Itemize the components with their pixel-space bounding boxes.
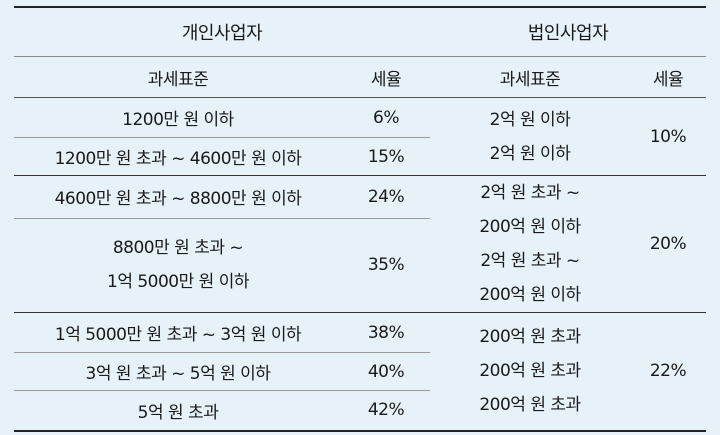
individual-base-line: 8800만 원 초과 ~	[112, 238, 244, 259]
corporate-base-line: 200억 원 초과	[479, 361, 581, 382]
corporate-tax-rate-header: 세율	[630, 56, 706, 98]
corporate-tax-base-header: 과세표준	[430, 56, 630, 98]
tax-rate-table: 개인사업자 법인사업자 과세표준 세율 과세표준 세율 1200만 원 이하 6…	[14, 6, 706, 432]
individual-rate-cell: 40%	[342, 352, 430, 391]
corporate-base-line: 200억 원 이하	[479, 285, 581, 305]
corporate-rate-cell: 22%	[630, 312, 706, 432]
corporate-base-line: 2억 원 초과 ~	[480, 183, 580, 203]
corporate-base-line: 200억 원 초과	[479, 327, 581, 348]
individual-rate-cell: 42%	[342, 390, 430, 432]
individual-base-cell: 3억 원 초과 ~ 5억 원 이하	[14, 352, 342, 391]
corporate-base-cell: 2억 원 이하 2억 원 이하	[430, 97, 630, 176]
corporate-rate-cell: 20%	[630, 175, 706, 313]
individual-base-cell: 8800만 원 초과 ~ 1억 5000만 원 이하	[14, 218, 342, 314]
corporate-base-line: 2억 원 이하	[489, 109, 571, 130]
individual-rate-cell: 15%	[342, 137, 430, 176]
individual-rate-cell: 6%	[342, 97, 430, 138]
individual-base-cell: 1200만 원 초과 ~ 4600만 원 이하	[14, 137, 342, 176]
corporate-rate-cell: 10%	[630, 97, 706, 176]
individual-base-cell: 4600만 원 초과 ~ 8800만 원 이하	[14, 175, 342, 219]
corporate-base-line: 200억 원 초과	[479, 395, 581, 416]
individual-rate-cell: 38%	[342, 312, 430, 353]
corporate-header: 법인사업자	[430, 6, 706, 57]
corporate-base-line: 2억 원 초과 ~	[480, 251, 580, 271]
individual-base-cell: 1억 5000만 원 초과 ~ 3억 원 이하	[14, 312, 342, 353]
corporate-base-cell: 2억 원 초과 ~ 200억 원 이하 2억 원 초과 ~ 200억 원 이하	[430, 175, 630, 313]
corporate-base-cell: 200억 원 초과 200억 원 초과 200억 원 초과	[430, 312, 630, 432]
individual-rate-cell: 35%	[342, 218, 430, 314]
individual-base-cell: 1200만 원 이하	[14, 97, 342, 138]
individual-header: 개인사업자	[14, 6, 430, 57]
corporate-base-line: 2억 원 이하	[489, 143, 571, 164]
individual-base-cell: 5억 원 초과	[14, 390, 342, 432]
individual-rate-cell: 24%	[342, 175, 430, 219]
individual-base-line: 1억 5000만 원 이하	[107, 272, 250, 293]
corporate-base-line: 200억 원 이하	[479, 217, 581, 237]
individual-tax-rate-header: 세율	[342, 56, 430, 98]
individual-tax-base-header: 과세표준	[14, 56, 342, 98]
